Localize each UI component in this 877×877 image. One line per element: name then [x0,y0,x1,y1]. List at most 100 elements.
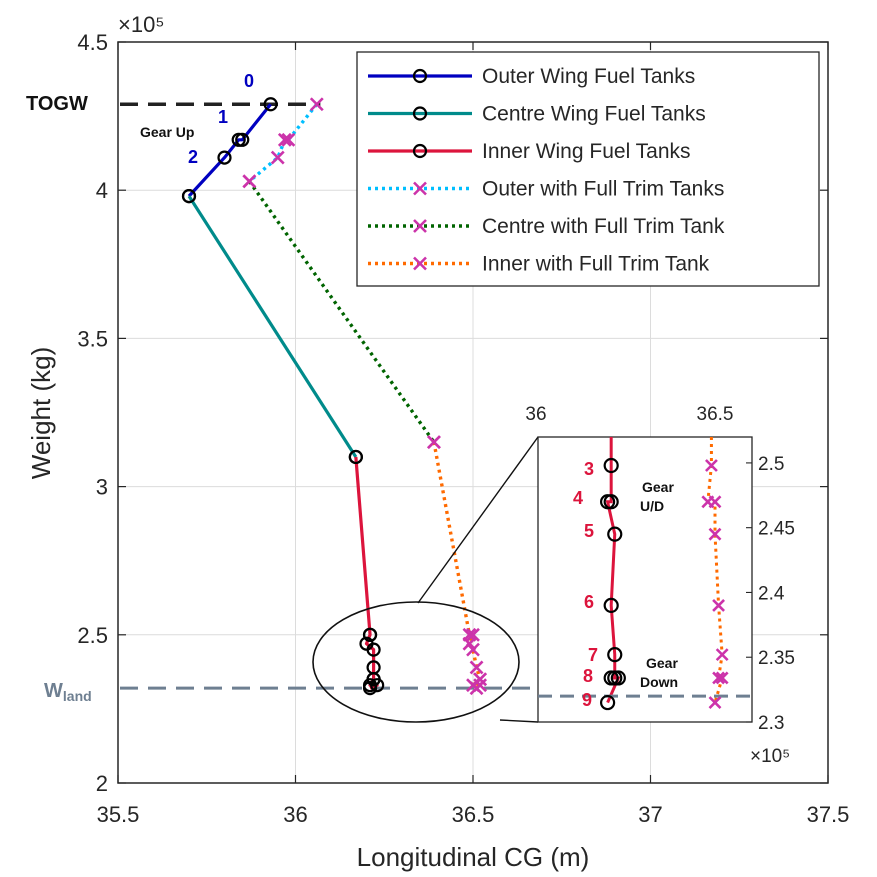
cross-stroke [712,598,725,612]
inset-circle-marker [603,670,619,686]
inset-x-tick-36: 36 [525,404,546,425]
inset-circle-marker [610,670,626,686]
legend-marker [413,219,427,233]
inset-cross-marker [708,696,722,709]
series-6-marker [427,435,441,450]
series-3-marker [370,678,385,693]
cross-stroke [413,181,427,196]
land-label: Wland [44,680,92,704]
y-tick-label: 3.5 [77,326,108,351]
inset-point-6: 6 [584,592,594,612]
legend-marker [413,181,427,196]
zoom-connector-top [417,436,539,604]
inset-cross-marker [705,459,718,472]
cross-stroke [413,219,427,233]
x-tick-label: 36.5 [452,802,495,827]
series-layer [181,97,488,696]
cross-stroke [469,681,484,696]
legend-item-1: Outer Wing Fuel Tanks [368,65,695,88]
inset-circle-marker [599,494,616,510]
legend: Outer Wing Fuel Tanks Centre Wing Fuel Ta… [356,51,820,287]
cross-stroke [708,495,722,509]
inset-circle-marker [607,647,623,663]
gear-ud-label-line2: U/D [640,498,664,514]
series-line-1 [187,103,272,198]
cross-stroke [270,150,285,165]
cross-stroke [715,648,729,662]
series-5-marker [242,174,257,189]
y-axis-label: Weight (kg) [26,347,56,479]
x-axis-label: Longitudinal CG (m) [357,842,590,872]
inset-chart: 2.3 2.35 2.4 2.45 2.5 36 36.5 ×10⁵ 3 4 5 6 7… [525,404,795,767]
series-6-marker [469,681,484,696]
cross-stroke [466,642,480,657]
point-label-1: 1 [218,107,228,127]
cross-stroke [708,696,722,709]
inset-x-tick-36-5: 36.5 [697,404,734,425]
series-3-marker [348,449,363,465]
legend-item-5: Centre with Full Trim Tank [368,215,725,238]
cross-stroke [712,671,725,685]
legend-label: Centre Wing Fuel Tanks [482,103,706,126]
inset-trim-line [706,437,725,703]
inset-point-3: 3 [584,459,594,479]
inset-point-7: 7 [588,645,598,665]
series-1-marker [263,97,278,112]
legend-label: Inner with Full Trim Tank [482,253,710,276]
inset-y-tick-label: 2.4 [758,583,785,604]
series-1-marker [217,150,232,165]
legend-label: Centre with Full Trim Tank [482,215,725,238]
series-line-5 [247,180,436,444]
cross-stroke [427,435,441,450]
inset-point-9: 9 [582,690,592,710]
series-4-marker [270,150,285,165]
inset-circle-marker [603,457,619,474]
series-4-marker [309,97,324,112]
inset-y-tick-label: 2.45 [758,519,795,540]
legend-item-2: Centre Wing Fuel Tanks [368,103,706,126]
series-3-marker [366,642,381,657]
inset-circle-marker [599,694,616,711]
inset-cross-marker [708,527,722,541]
point-label-0: 0 [244,71,254,91]
point-label-2: 2 [188,147,198,167]
y-exponent: ×10⁵ [118,12,164,37]
cross-stroke [462,636,477,651]
inset-point-4: 4 [573,488,583,508]
legend-label: Outer Wing Fuel Tanks [482,65,695,88]
y-tick-label: 3 [96,475,108,500]
cross-stroke [466,627,480,642]
gear-down-label-line1: Gear [646,655,678,671]
legend-marker [413,256,427,271]
gear-ud-label-line1: Gear [642,479,674,495]
cross-stroke [309,97,324,112]
series-4-marker [281,132,296,147]
legend-marker [412,68,428,84]
inset-y-tick-label: 2.5 [758,454,784,475]
inset-cross-marker [708,495,722,509]
y-tick-label: 2.5 [77,623,108,648]
legend-label: Inner Wing Fuel Tanks [482,140,691,163]
gear-down-label-line2: Down [640,674,678,690]
inset-point-8: 8 [583,666,593,686]
series-1-marker [231,132,246,147]
inset-circle-marker [603,597,619,614]
x-tick-label: 37.5 [807,802,850,827]
y-tick-label: 4.5 [77,30,108,55]
cross-stroke [413,256,427,271]
series-6-marker [466,642,480,657]
inset-point-5: 5 [584,521,594,541]
series-2-marker [181,189,197,204]
cross-stroke [708,527,722,541]
x-tick-label: 37 [638,802,662,827]
cross-stroke [705,459,718,472]
series-4-marker [277,132,292,147]
y-tick-label: 2 [96,771,108,796]
legend-item-4: Outer with Full Trim Tanks [368,178,724,201]
axis-ticks [117,41,829,784]
gear-up-label: Gear Up [140,124,194,140]
series-6-marker [469,660,484,675]
x-tick-labels: 35.5 36 36.5 37 37.5 [97,802,850,827]
inset-cross-marker [715,671,729,685]
